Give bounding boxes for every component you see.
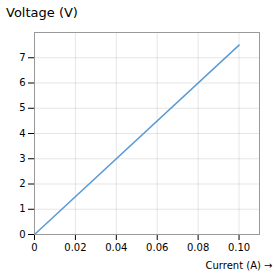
- svg-text:0.06: 0.06: [146, 242, 168, 253]
- svg-text:7: 7: [19, 52, 25, 63]
- svg-text:0: 0: [31, 242, 37, 253]
- svg-text:0.10: 0.10: [228, 242, 250, 253]
- svg-text:0: 0: [19, 229, 25, 240]
- svg-text:Current (A) →: Current (A) →: [206, 260, 273, 271]
- svg-text:0.04: 0.04: [105, 242, 127, 253]
- svg-text:6: 6: [19, 77, 25, 88]
- svg-text:1: 1: [19, 203, 25, 214]
- svg-text:0.08: 0.08: [187, 242, 209, 253]
- svg-text:4: 4: [19, 128, 25, 139]
- svg-text:3: 3: [19, 153, 25, 164]
- svg-text:0.02: 0.02: [64, 242, 86, 253]
- svg-text:5: 5: [19, 102, 25, 113]
- svg-text:2: 2: [19, 178, 25, 189]
- html-text:Voltage (V): Voltage (V): [6, 5, 78, 20]
